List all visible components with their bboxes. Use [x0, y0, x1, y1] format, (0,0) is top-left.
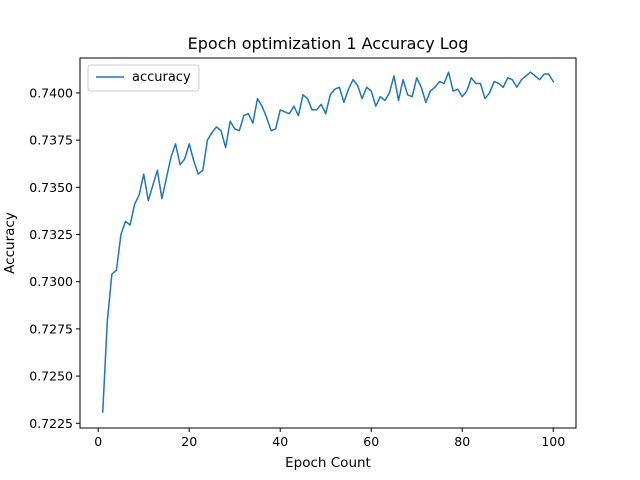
y-tick-label: 0.7275	[29, 321, 73, 336]
y-axis: 0.7225 0.7250 0.7275 0.7300 0.7325 0.7350 0.73…	[29, 85, 80, 431]
x-tick-label: 0	[94, 434, 102, 449]
y-tick-label: 0.7375	[29, 133, 73, 148]
chart-title: Epoch optimization 1 Accuracy Log	[188, 34, 469, 53]
y-tick-label: 0.7250	[29, 369, 73, 384]
plot-area	[80, 58, 576, 428]
legend: accuracy	[87, 64, 200, 92]
y-tick-label: 0.7300	[29, 274, 73, 289]
y-tick-label: 0.7325	[29, 227, 73, 242]
y-tick-label: 0.7350	[29, 180, 73, 195]
x-tick-label: 20	[181, 434, 197, 449]
x-axis: 0 20 40 60 80 100	[94, 428, 565, 449]
x-axis-label: Epoch Count	[285, 455, 371, 471]
series-layer	[101, 71, 555, 413]
x-tick-label: 40	[272, 434, 288, 449]
y-tick-label: 0.7400	[29, 85, 73, 100]
series-line-accuracy	[101, 71, 555, 413]
x-tick-label: 80	[454, 434, 470, 449]
y-tick-label: 0.7225	[29, 416, 73, 431]
x-tick-label: 60	[363, 434, 379, 449]
plot-frame	[79, 57, 577, 429]
y-axis-label: Accuracy	[2, 212, 18, 274]
legend-box	[87, 64, 200, 92]
legend-label-accuracy: accuracy	[132, 70, 191, 85]
x-tick-label: 100	[541, 434, 565, 449]
